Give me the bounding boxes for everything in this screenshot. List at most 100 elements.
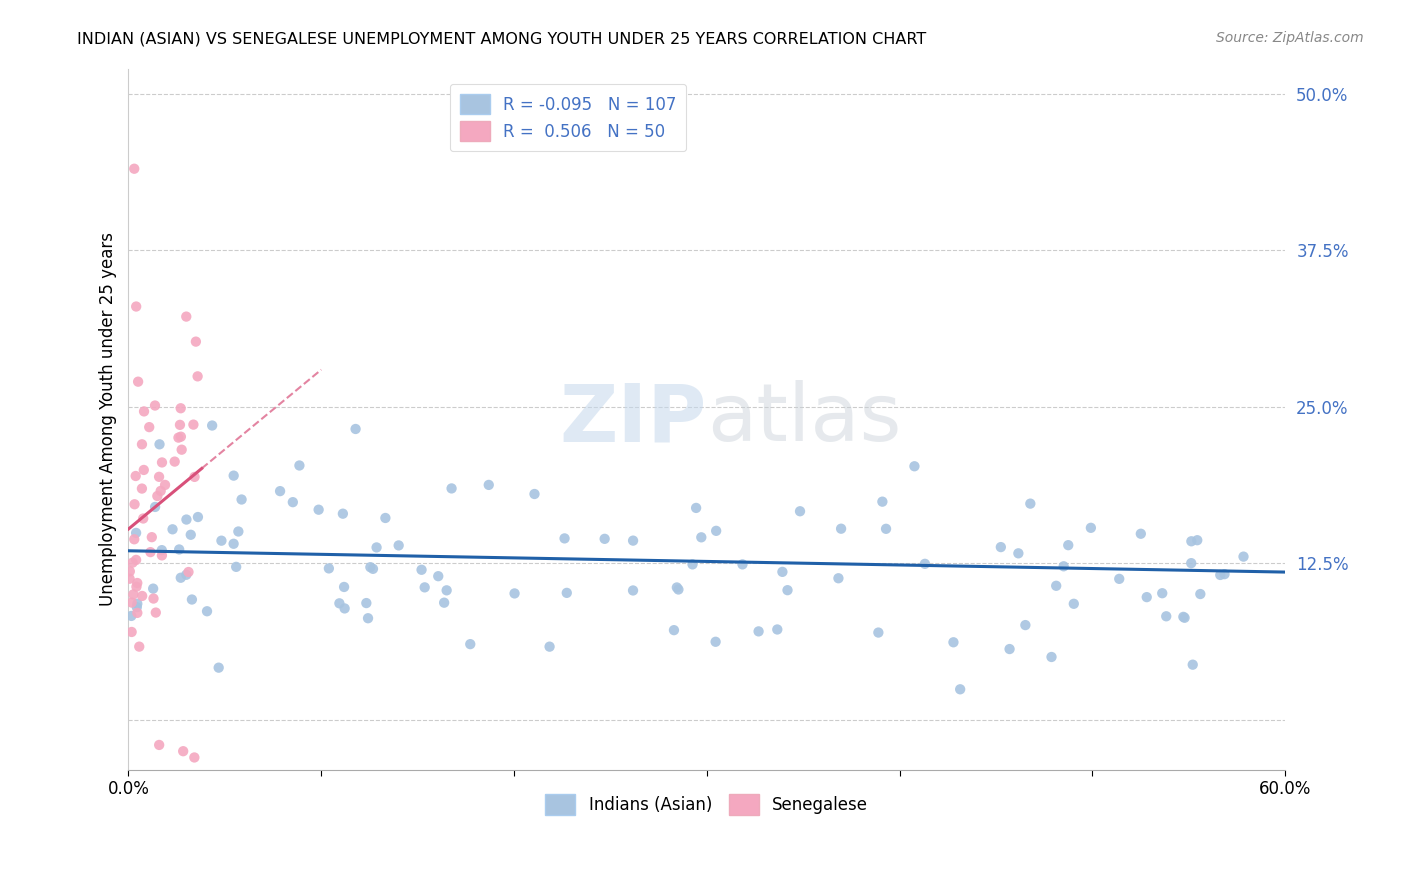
Point [131, 437, 153, 451]
Point [662, 623, 685, 637]
Point [288, 458, 311, 473]
Point [143, 500, 166, 514]
Point [357, 611, 380, 625]
Text: Source: ZipAtlas.com: Source: ZipAtlas.com [1216, 31, 1364, 45]
Point [174, 310, 197, 324]
Point [332, 507, 354, 521]
Point [177, 565, 200, 579]
Point [668, 582, 690, 597]
Point [903, 459, 925, 474]
Point [150, 549, 173, 563]
Point [427, 569, 450, 583]
Point [998, 642, 1021, 657]
Point [162, 522, 184, 536]
Point [1007, 546, 1029, 560]
Point [163, 454, 186, 468]
Point [146, 489, 169, 503]
Point [1108, 572, 1130, 586]
Point [868, 625, 890, 640]
Point [665, 581, 688, 595]
Point [121, 624, 143, 639]
Point [225, 559, 247, 574]
Point [228, 524, 250, 539]
Point [127, 576, 149, 591]
Point [1154, 609, 1177, 624]
Point [704, 524, 727, 538]
Point [1173, 610, 1195, 624]
Point [1080, 521, 1102, 535]
Point [141, 530, 163, 544]
Point [142, 591, 165, 606]
Point [413, 580, 436, 594]
Point [128, 640, 150, 654]
Point [148, 738, 170, 752]
Point [127, 606, 149, 620]
Point [176, 512, 198, 526]
Point [1181, 657, 1204, 672]
Point [433, 596, 456, 610]
Point [503, 586, 526, 600]
Point [690, 530, 713, 544]
Point [201, 418, 224, 433]
Point [308, 502, 330, 516]
Point [125, 300, 148, 314]
Point [122, 587, 145, 601]
Point [776, 583, 799, 598]
Point [1213, 567, 1236, 582]
Point [872, 494, 894, 508]
Point [333, 601, 356, 615]
Point [187, 369, 209, 384]
Point [704, 634, 727, 648]
Point [942, 635, 965, 649]
Point [122, 161, 145, 176]
Point [356, 596, 378, 610]
Point [118, 565, 141, 579]
Point [231, 492, 253, 507]
Point [748, 624, 770, 639]
Point [333, 580, 356, 594]
Point [766, 623, 789, 637]
Point [183, 750, 205, 764]
Point [830, 522, 852, 536]
Point [436, 583, 458, 598]
Point [374, 511, 396, 525]
Point [127, 597, 149, 611]
Point [1129, 526, 1152, 541]
Point [222, 468, 245, 483]
Point [195, 604, 218, 618]
Point [148, 470, 170, 484]
Point [361, 562, 384, 576]
Point [1209, 568, 1232, 582]
Point [170, 401, 193, 416]
Point [208, 661, 231, 675]
Point [359, 560, 381, 574]
Point [1232, 549, 1254, 564]
Point [139, 545, 162, 559]
Point [143, 399, 166, 413]
Point [120, 609, 142, 624]
Point [121, 596, 143, 610]
Point [170, 442, 193, 457]
Point [170, 430, 193, 444]
Point [1057, 538, 1080, 552]
Point [125, 525, 148, 540]
Point [138, 420, 160, 434]
Point [150, 455, 173, 469]
Point [1053, 559, 1076, 574]
Point [411, 563, 433, 577]
Point [127, 375, 149, 389]
Point [318, 561, 340, 575]
Point [222, 537, 245, 551]
Point [124, 497, 146, 511]
Point [172, 744, 194, 758]
Point [174, 567, 197, 582]
Point [281, 495, 304, 509]
Point [990, 540, 1012, 554]
Point [269, 484, 291, 499]
Point [131, 589, 153, 603]
Point [1189, 587, 1212, 601]
Point [209, 533, 232, 548]
Point [914, 557, 936, 571]
Text: ZIP: ZIP [560, 380, 707, 458]
Point [388, 538, 411, 552]
